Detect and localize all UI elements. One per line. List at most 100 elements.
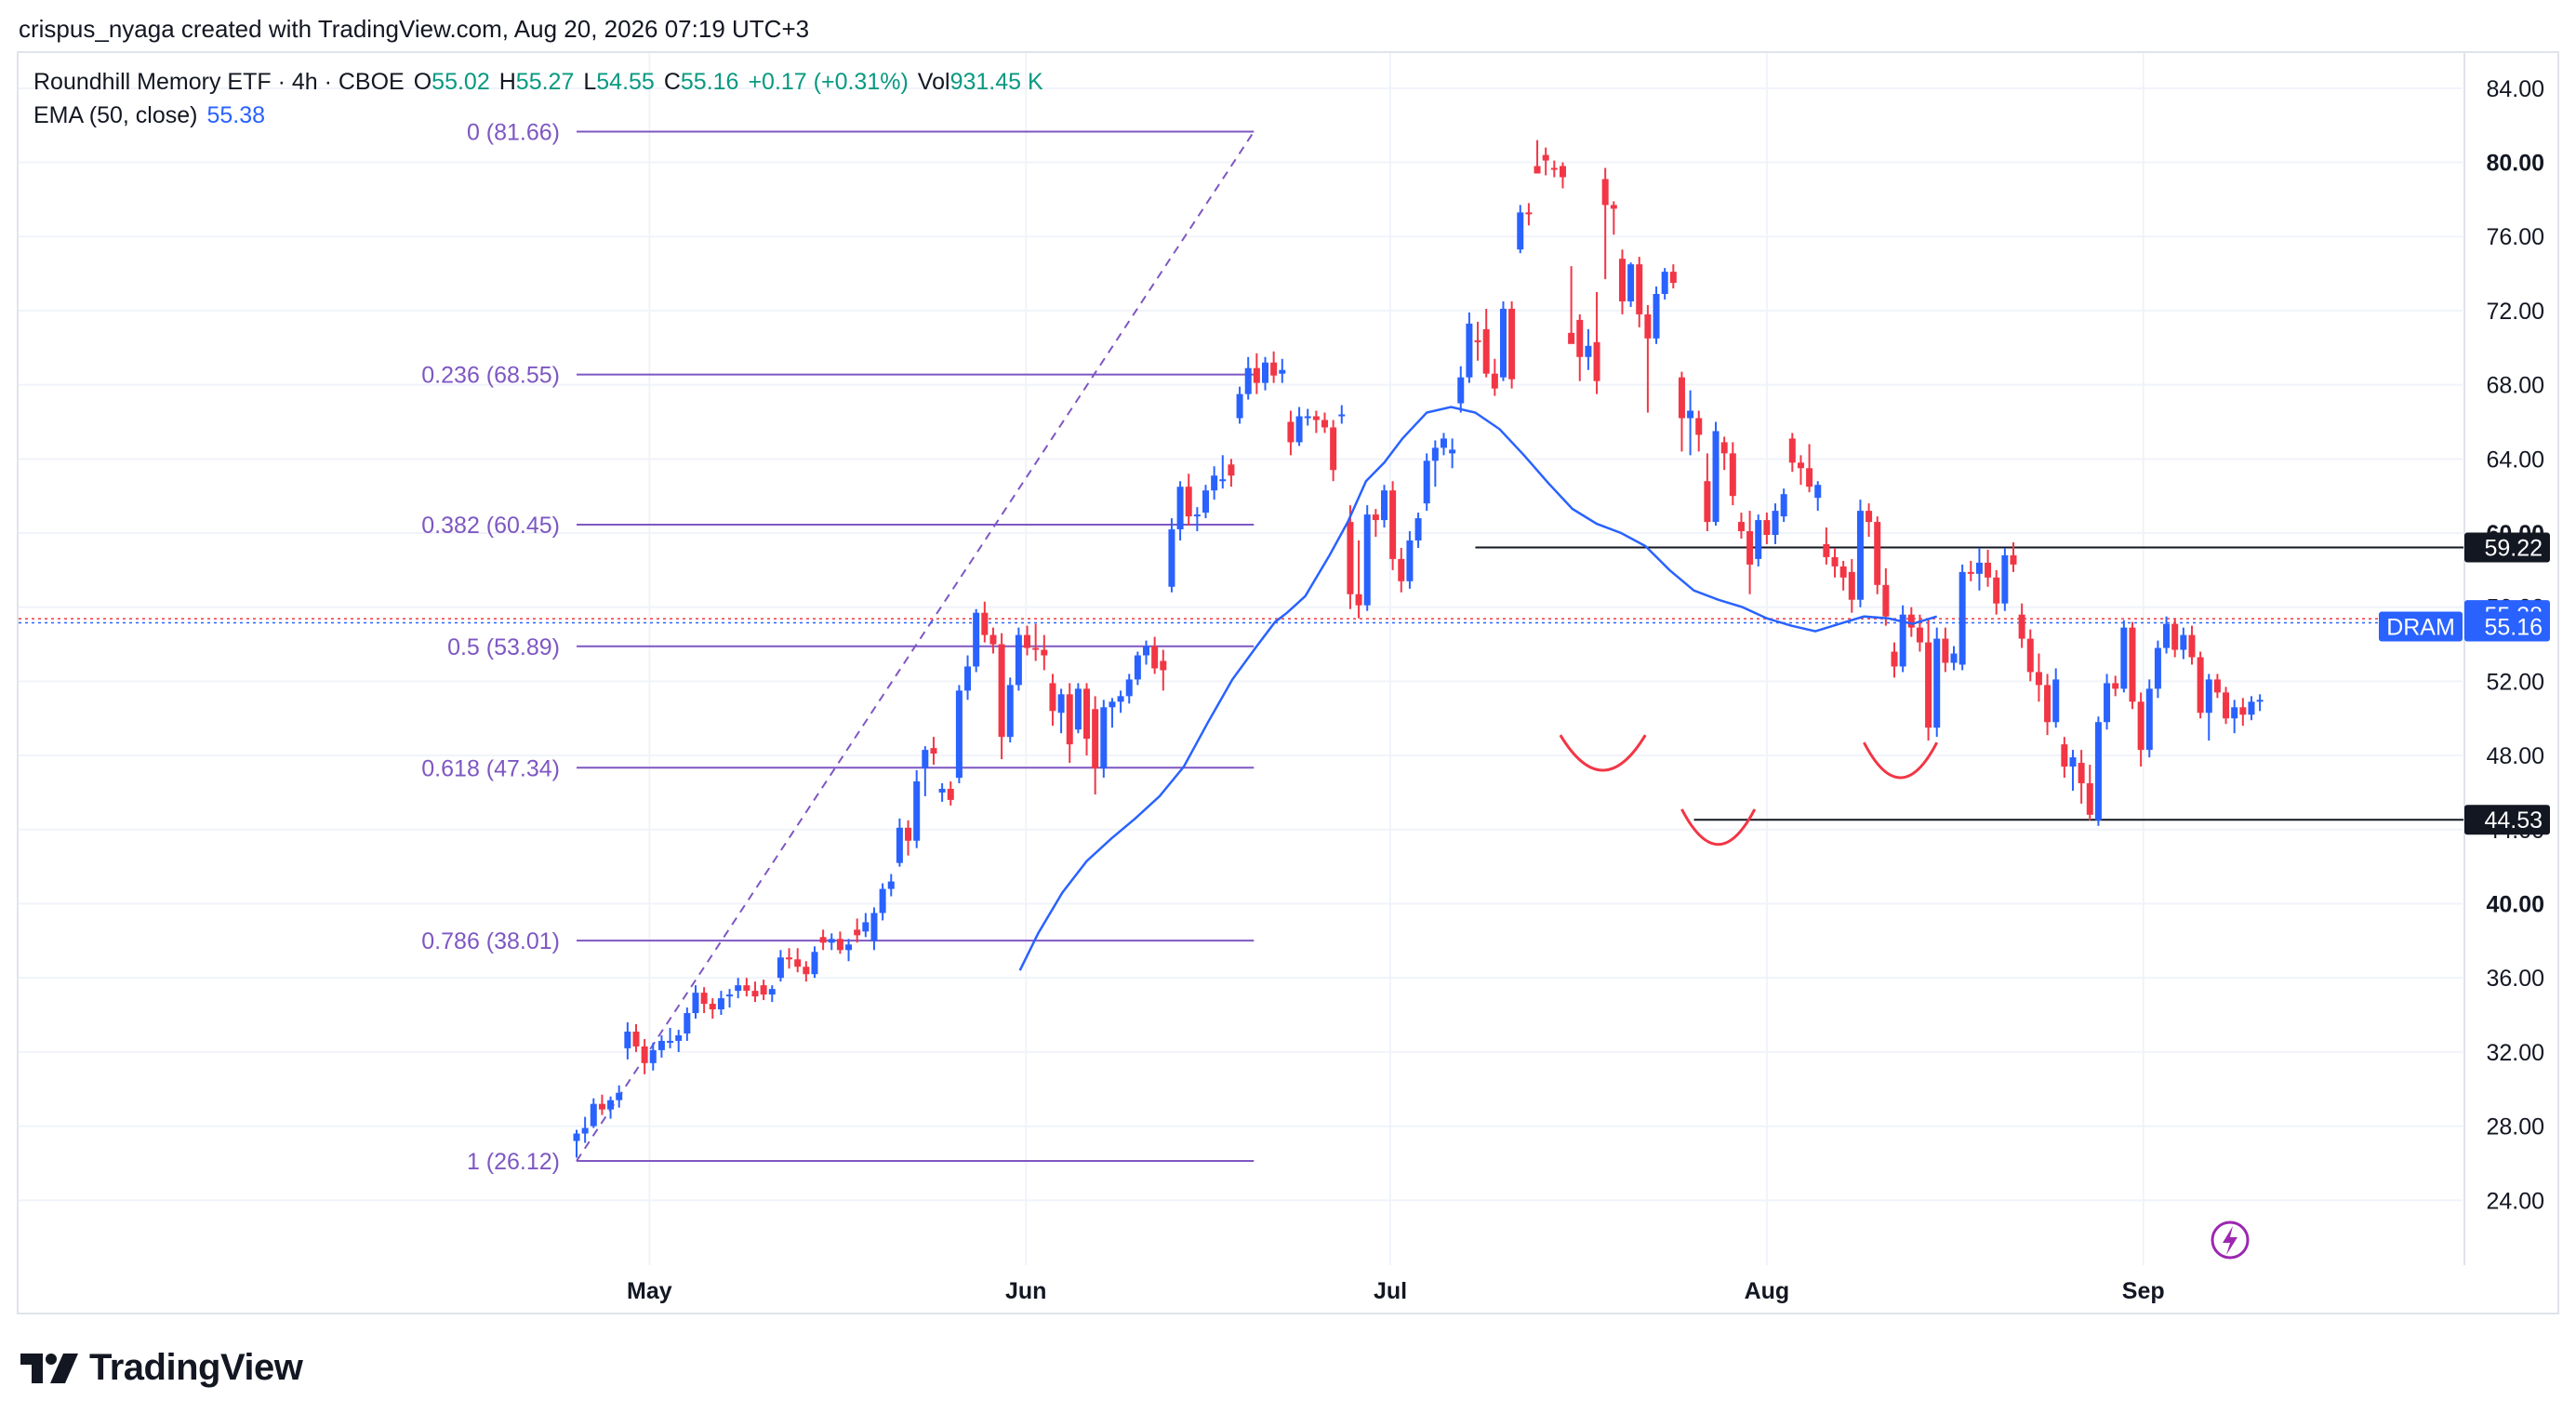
candle-down <box>2026 629 2034 682</box>
last-price-label-bg <box>2464 611 2550 642</box>
candle-body <box>624 1031 631 1048</box>
candle-down <box>1882 567 1890 626</box>
candle-up <box>573 1129 580 1158</box>
candle-body <box>1440 438 1447 448</box>
candle-up <box>1219 455 1227 489</box>
candle-down <box>1312 410 1320 433</box>
candle-body <box>1559 166 1566 178</box>
candle-body <box>1993 577 2000 604</box>
candle-down <box>1806 444 1813 493</box>
candle-up <box>657 1034 665 1058</box>
candle-body <box>709 1004 716 1010</box>
candle-body <box>1831 556 1839 567</box>
candle-down <box>2171 618 2179 658</box>
candle-down <box>854 918 861 943</box>
candle-body <box>1253 367 1260 383</box>
candle-body <box>590 1103 597 1127</box>
candle-body <box>1398 558 1405 581</box>
candle-body <box>870 913 878 941</box>
candle-body <box>1866 511 1873 523</box>
candle-body <box>1262 362 1269 383</box>
candle-body <box>1737 522 1745 532</box>
candle-body <box>1211 475 1218 491</box>
candle-body <box>632 1031 640 1047</box>
candle-down <box>751 981 759 1003</box>
candle-body <box>649 1049 657 1063</box>
pattern-arcs <box>1559 734 1939 847</box>
candle-body <box>2180 634 2187 650</box>
candle-body <box>1585 345 1592 357</box>
candle-down <box>1993 569 2000 615</box>
y-tick-label: 64.00 <box>2486 447 2544 473</box>
symbol-info[interactable]: Roundhill Memory ETF · 4h · CBOE <box>33 69 405 95</box>
candle-up <box>616 1085 623 1108</box>
change-value: +0.17 (+0.31%) <box>748 69 909 95</box>
horizontal-levels <box>19 546 2464 821</box>
candle-down <box>1942 627 1949 673</box>
candle-down <box>989 627 997 654</box>
candle-up <box>1780 488 1787 523</box>
candle-down <box>1839 560 1847 591</box>
candle-up <box>667 1027 674 1048</box>
candle-up <box>1202 485 1210 519</box>
candle-body <box>1176 487 1184 530</box>
level-price-label-bg <box>2464 805 2550 835</box>
candle-down <box>1542 147 1549 176</box>
replay-icon[interactable] <box>2211 1220 2250 1260</box>
candle-body <box>1874 522 1881 585</box>
candle-up <box>1933 627 1941 738</box>
candle-body <box>2010 554 2017 565</box>
candle-up <box>2145 679 2153 758</box>
candle-down <box>1848 558 1855 613</box>
candle-body <box>2001 554 2009 604</box>
candle-up <box>2256 694 2264 712</box>
candle-down <box>1601 167 1609 280</box>
candle-up <box>1143 640 1150 665</box>
candle-body <box>1466 323 1473 378</box>
candle-up <box>1772 503 1779 544</box>
candle-body <box>1823 543 1830 557</box>
candle-body <box>700 993 708 1005</box>
candle-body <box>1168 529 1175 587</box>
candle-body <box>1746 531 1754 565</box>
candle-down <box>1347 505 1354 609</box>
x-tick-label: Aug <box>1745 1278 1790 1304</box>
candle-body <box>1049 683 1056 712</box>
candle-body <box>913 780 921 841</box>
candle-body <box>1712 431 1720 523</box>
candle-body <box>2069 757 2077 767</box>
level-price-label: 44.53 <box>2464 805 2550 835</box>
candle-up <box>862 913 870 938</box>
candle-body <box>2035 672 2042 686</box>
candle-body <box>1355 593 1362 606</box>
candle-down <box>2061 737 2068 779</box>
candle-up <box>1100 700 1108 779</box>
candle-body <box>1100 707 1108 769</box>
candle-down <box>2086 765 2093 820</box>
candle-down <box>760 980 767 1001</box>
candle-up <box>768 985 776 1003</box>
candle-up <box>1975 547 1983 591</box>
candle-down <box>1508 300 1516 389</box>
candle-down <box>1695 410 1703 452</box>
candle-body <box>1806 468 1813 487</box>
candle-down <box>1525 203 1533 226</box>
candle-body <box>836 939 843 951</box>
candle-body <box>819 937 827 943</box>
tradingview-logo[interactable]: TradingView <box>20 1347 303 1389</box>
candle-body <box>1661 272 1668 295</box>
candle-body <box>2086 782 2093 815</box>
candle-body <box>955 690 963 779</box>
candle-body <box>1576 319 1584 357</box>
candle-up <box>607 1096 615 1119</box>
candle-up <box>2104 673 2111 730</box>
candle-down <box>1049 673 1056 727</box>
candle-up <box>955 685 963 783</box>
candle-down <box>1491 358 1498 396</box>
low-value: L54.55 <box>583 69 655 95</box>
candle-down <box>930 737 937 766</box>
candle-body <box>1024 634 1031 648</box>
ema-row[interactable]: EMA (50, close) 55.38 <box>33 99 1053 132</box>
